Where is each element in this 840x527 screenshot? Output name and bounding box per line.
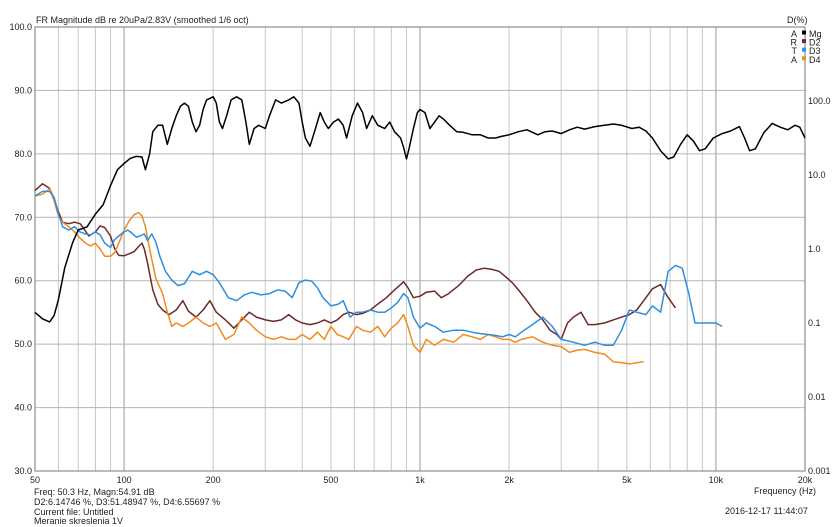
y-tick-label: 100.0 — [9, 22, 32, 32]
legend-swatch — [802, 47, 806, 52]
y-tick-label: 40.0 — [14, 403, 32, 413]
legend-swatch — [802, 56, 806, 61]
y-tick-label: 30.0 — [14, 466, 32, 476]
y-tick-label: 80.0 — [14, 149, 32, 159]
series-line-d4 — [34, 188, 644, 365]
legend-letter: A — [791, 29, 797, 39]
x-tick-label: 1k — [415, 475, 425, 485]
x-tick-label: 500 — [323, 475, 338, 485]
legend-label: D3 — [809, 46, 821, 56]
legend-letter: R — [791, 38, 798, 48]
measurement-name: Meranie skreslenia 1V — [34, 516, 124, 526]
y-right-tick-label: 1.0 — [808, 244, 821, 254]
x-tick-label: 100 — [117, 475, 132, 485]
legend: A Mg R D2 T D3 A D4 — [791, 29, 822, 65]
x-tick-label: 200 — [206, 475, 221, 485]
x-axis-label: Frequency (Hz) — [754, 486, 816, 496]
y-right-tick-label: 100.0 — [808, 96, 831, 106]
series-lines — [34, 96, 806, 365]
y-right-tick-label: 0.001 — [808, 466, 831, 476]
x-tick-label: 10k — [709, 475, 724, 485]
y-right-tick-label: 10.0 — [808, 170, 826, 180]
legend-swatch — [802, 30, 806, 35]
legend-label: D2 — [809, 38, 821, 48]
tick-labels: 30.0 40.0 50.0 60.0 70.0 80.0 90.0 100.0 0.001 0.… — [9, 22, 830, 485]
right-axis-label: D(%) — [787, 15, 808, 25]
y-right-tick-label: 0.01 — [808, 392, 826, 402]
y-right-tick-label: 0.1 — [808, 318, 821, 328]
y-tick-label: 50.0 — [14, 339, 32, 349]
cursor-readout-distortion: D2:6.14746 %, D3:51.48947 %, D4:6.55697 … — [34, 497, 221, 507]
plot-frame — [34, 26, 806, 472]
cursor-readout-frequency: Freq: 50.3 Hz, Magn:54.91 dB — [34, 487, 155, 497]
legend-label: Mg — [809, 29, 822, 39]
y-tick-label: 60.0 — [14, 276, 32, 286]
grid — [35, 27, 805, 471]
x-tick-label: 50 — [30, 475, 40, 485]
series-line-d2 — [34, 183, 677, 341]
y-tick-label: 90.0 — [14, 85, 32, 95]
x-tick-label: 20k — [798, 475, 813, 485]
x-tick-label: 2k — [504, 475, 514, 485]
series-line-d3 — [34, 190, 723, 347]
legend-swatch — [802, 39, 806, 44]
y-tick-label: 70.0 — [14, 212, 32, 222]
x-tick-label: 5k — [622, 475, 632, 485]
chart-title: FR Magnitude dB re 20uPa/2.83V (smoothed… — [36, 15, 249, 25]
legend-label: D4 — [809, 55, 821, 65]
current-file: Current file: Untitled — [34, 507, 114, 517]
series-line-mg — [34, 96, 806, 323]
legend-letter: T — [792, 46, 798, 56]
legend-letter: A — [791, 55, 797, 65]
timestamp: 2016-12-17 11:44:07 — [725, 506, 808, 516]
